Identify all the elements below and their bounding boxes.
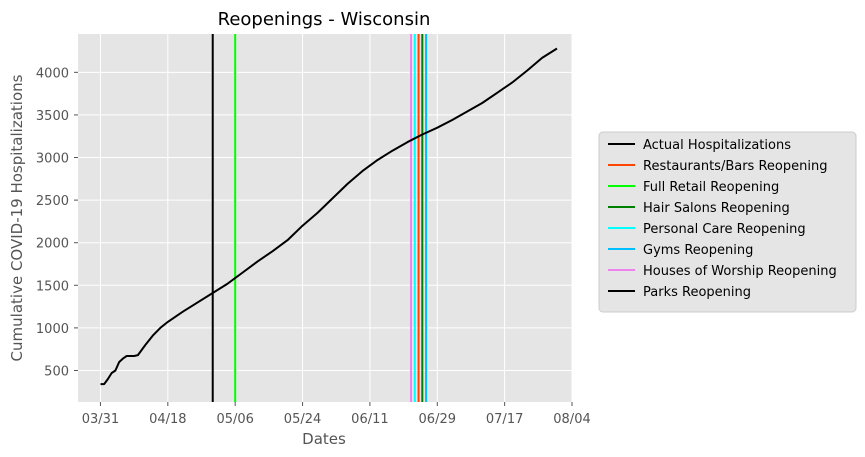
legend: Actual Hospitalizations Restaurants/Bars … [598,131,857,313]
legend-label: Houses of Worship Reopening [643,264,837,279]
y-axis-title: Cumulative COVID-19 Hospitalizations [8,74,26,361]
y-tick-label: 3500 [36,109,69,124]
x-axis-title: Dates [302,430,346,448]
legend-label: Hair Salons Reopening [643,201,790,216]
legend-label: Parks Reopening [643,285,751,300]
y-tick-label: 500 [44,364,69,379]
y-tick-label: 1000 [36,322,69,337]
x-tick-label: 06/29 [419,412,456,427]
y-tick-label: 1500 [36,279,69,294]
x-tick-label: 03/31 [82,412,119,427]
x-tick-label: 08/04 [553,412,590,427]
x-tick-label: 06/11 [351,412,388,427]
legend-label: Restaurants/Bars Reopening [643,159,827,174]
x-tick-label: 05/06 [216,412,253,427]
x-tick-label: 07/17 [486,412,523,427]
y-tick-label: 2000 [36,237,69,252]
legend-label: Actual Hospitalizations [643,138,791,153]
chart-title: Reopenings - Wisconsin [218,9,431,30]
legend-label: Full Retail Reopening [643,180,779,195]
y-tick-label: 2500 [36,194,69,209]
x-tick-label: 05/24 [284,412,321,427]
y-tick-label: 3000 [36,152,69,167]
plot-area [78,34,572,402]
series-line-actual-hospitalizations [100,47,558,386]
legend-box [598,131,857,313]
legend-label: Gyms Reopening [643,243,753,258]
legend-label: Personal Care Reopening [643,222,806,237]
y-tick-label: 4000 [36,66,69,81]
x-tick-label: 04/18 [149,412,186,427]
